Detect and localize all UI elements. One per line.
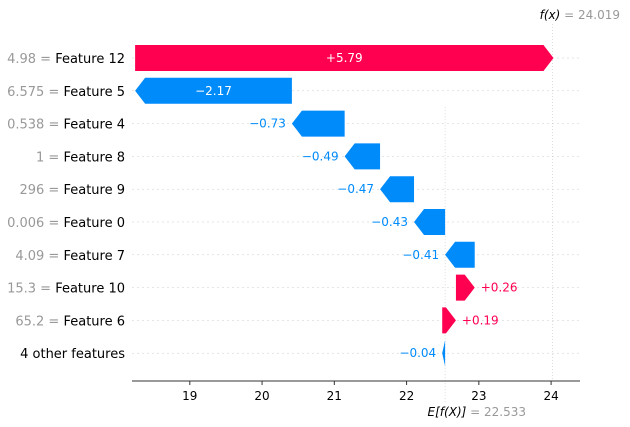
contribution-bar <box>135 77 292 104</box>
feature-value: 15.3 = <box>7 282 55 297</box>
feature-value: 4.98 = <box>7 52 55 67</box>
contribution-bar <box>291 110 345 137</box>
x-tick-label: 19 <box>182 389 197 403</box>
feature-value: 65.2 = <box>15 314 63 329</box>
feature-value: 4.09 = <box>15 249 63 264</box>
row-labels: 4 other features 65.2 = Feature 6 15.3 = F… <box>7 52 125 362</box>
feature-name: Feature 12 <box>55 52 125 67</box>
contribution-label: +5.79 <box>326 51 363 65</box>
feature-name: 4 other features <box>20 347 125 362</box>
contribution-label: −2.17 <box>195 84 232 98</box>
feature-label: 4.98 = Feature 12 <box>7 52 125 67</box>
feature-value: 0.538 = <box>7 118 63 133</box>
contribution-label: −0.47 <box>337 182 374 196</box>
x-tick-label: 21 <box>327 389 342 403</box>
reference-lines <box>444 24 553 404</box>
expected-value-annotation: E[f(X)] = 22.533 <box>428 405 526 419</box>
feature-label: 4 other features <box>20 347 125 362</box>
feature-label: 65.2 = Feature 6 <box>15 314 125 329</box>
contribution-bar <box>442 340 446 367</box>
efx-value: 22.533 <box>484 405 526 419</box>
feature-name: Feature 9 <box>63 183 125 198</box>
contribution-label: −0.04 <box>399 346 436 360</box>
contribution-label: −0.43 <box>371 215 408 229</box>
feature-label: 296 = Feature 9 <box>19 183 125 198</box>
contribution-bar <box>442 307 456 334</box>
feature-label: 0.538 = Feature 4 <box>7 118 125 133</box>
fx-name: f(x) <box>540 8 561 22</box>
feature-label: 15.3 = Feature 10 <box>7 282 125 297</box>
contribution-bar <box>344 143 381 170</box>
contribution-bar <box>455 274 475 301</box>
feature-name: Feature 10 <box>55 282 125 297</box>
x-tick-label: 24 <box>543 389 558 403</box>
feature-label: 0.006 = Feature 0 <box>7 216 125 231</box>
feature-value: 296 = <box>19 183 63 198</box>
x-tick-label: 20 <box>254 389 269 403</box>
contribution-bar <box>380 176 415 203</box>
feature-name: Feature 0 <box>63 216 125 231</box>
x-tick-label: 23 <box>471 389 486 403</box>
fx-value: 24.019 <box>578 8 620 22</box>
efx-name: E[f(X)] <box>428 405 467 419</box>
contribution-bar <box>445 241 475 268</box>
contribution-label: +0.26 <box>481 281 518 295</box>
feature-value: 6.575 = <box>7 85 63 100</box>
feature-label: 6.575 = Feature 5 <box>7 85 125 100</box>
feature-name: Feature 4 <box>63 118 125 133</box>
contribution-label: −0.49 <box>302 149 339 163</box>
feature-name: Feature 7 <box>63 249 125 264</box>
feature-label: 1 = Feature 8 <box>36 150 125 165</box>
contribution-bars: −0.04 +0.19 +0.26 −0.41 −0.43 −0.47 −0.49 −0.73… <box>135 45 554 367</box>
feature-name: Feature 8 <box>63 150 125 165</box>
contribution-label: −0.73 <box>249 117 286 131</box>
feature-value: 0.006 = <box>7 216 63 231</box>
contribution-bar <box>414 209 446 235</box>
x-axis: 19 20 21 22 23 24 <box>132 380 580 403</box>
contribution-label: −0.41 <box>402 248 439 262</box>
feature-name: Feature 5 <box>63 85 125 100</box>
x-tick-label: 22 <box>399 389 414 403</box>
contribution-label: +0.19 <box>462 313 499 327</box>
fx-annotation: f(x) = 24.019 <box>540 8 620 22</box>
feature-label: 4.09 = Feature 7 <box>15 249 125 264</box>
feature-name: Feature 6 <box>63 314 125 329</box>
feature-value: 1 = <box>36 150 63 165</box>
contribution-bar <box>135 45 554 71</box>
